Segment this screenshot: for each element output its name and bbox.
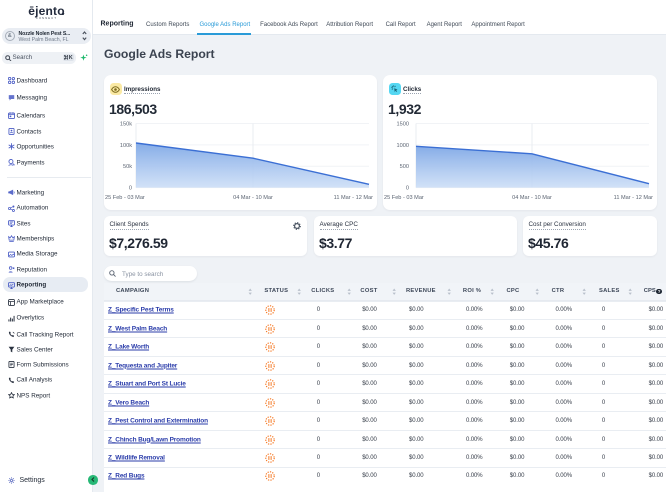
svg-text:11 Mar - 12 Mar: 11 Mar - 12 Mar <box>614 195 654 201</box>
svg-text:500: 500 <box>400 164 409 170</box>
svg-text:11 Mar - 12 Mar: 11 Mar - 12 Mar <box>334 195 374 201</box>
svg-text:100k: 100k <box>120 143 132 149</box>
svg-text:150k: 150k <box>120 122 132 128</box>
svg-text:50k: 50k <box>123 164 132 170</box>
svg-text:25 Feb - 03 Mar: 25 Feb - 03 Mar <box>105 195 145 201</box>
svg-text:1500: 1500 <box>397 122 409 128</box>
svg-text:0: 0 <box>129 186 132 192</box>
svg-text:04 Mar - 10 Mar: 04 Mar - 10 Mar <box>512 195 552 201</box>
svg-text:25 Feb - 03 Mar: 25 Feb - 03 Mar <box>384 195 424 201</box>
svg-text:1000: 1000 <box>397 143 409 149</box>
svg-text:0: 0 <box>406 186 409 192</box>
svg-text:04 Mar - 10 Mar: 04 Mar - 10 Mar <box>233 195 273 201</box>
